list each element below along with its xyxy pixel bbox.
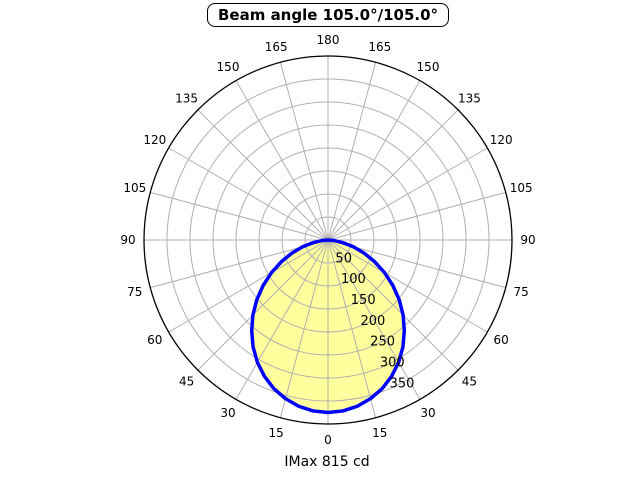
polar-grid [144, 56, 512, 424]
grid-spoke [197, 239, 329, 371]
radial-label: 350 [390, 376, 415, 391]
grid-spoke [327, 80, 421, 241]
grid-spoke [327, 191, 506, 241]
angle-label: 60 [494, 333, 509, 347]
radial-labels: 50 100 150 200 250 300 350 [335, 251, 414, 391]
grid-spoke [235, 80, 329, 241]
angle-label: 90 [520, 233, 535, 247]
grid-spoke [327, 239, 421, 400]
angle-label: 75 [514, 285, 529, 299]
angle-label: 30 [220, 406, 235, 420]
angle-label: 0 [324, 433, 332, 447]
angle-label: 135 [175, 92, 198, 106]
grid-spoke [327, 239, 377, 418]
grid-spoke [327, 62, 377, 241]
grid-spoke [279, 62, 329, 241]
angle-label: 45 [462, 374, 477, 388]
radial-label: 300 [380, 356, 405, 371]
angle-label: 120 [490, 133, 513, 147]
grid-spoke [168, 239, 329, 333]
angle-label: 120 [143, 133, 166, 147]
angle-label: 60 [147, 333, 162, 347]
grid-spoke [327, 239, 459, 371]
angle-label: 45 [179, 374, 194, 388]
angle-labels: 0 15 30 45 60 75 90 105 120 135 150 165 180 165 150 135… [120, 33, 535, 447]
angle-label: 15 [372, 426, 387, 440]
beam-curve [249, 238, 407, 415]
grid-spoke [235, 239, 329, 400]
grid-spoke [327, 109, 459, 241]
imax-label: IMax 815 cd [284, 454, 370, 470]
grid-spoke [279, 239, 329, 418]
angle-label: 30 [420, 406, 435, 420]
angle-label: 105 [123, 181, 146, 195]
angle-label: 165 [368, 40, 391, 54]
grid-spoke [150, 191, 329, 241]
radial-label: 250 [370, 335, 395, 350]
angle-label: 150 [217, 60, 240, 74]
radial-label: 50 [335, 251, 352, 266]
grid-spoke [327, 239, 488, 333]
angle-label: 90 [120, 233, 135, 247]
angle-label: 105 [510, 181, 533, 195]
grid-spoke [197, 109, 329, 241]
angle-label: 180 [317, 33, 340, 47]
angle-label: 135 [458, 92, 481, 106]
angle-label: 165 [265, 40, 288, 54]
angle-label: 150 [417, 60, 440, 74]
radial-label: 100 [341, 272, 366, 287]
outer-axis-circle [143, 55, 513, 425]
grid-spoke [168, 147, 329, 241]
angle-label: 75 [127, 285, 142, 299]
chart-title: Beam angle 105.0°/105.0° [206, 3, 450, 27]
grid-spoke [327, 147, 488, 241]
radial-label: 200 [360, 314, 385, 329]
radial-label: 150 [351, 293, 376, 308]
angle-label: 15 [269, 426, 284, 440]
